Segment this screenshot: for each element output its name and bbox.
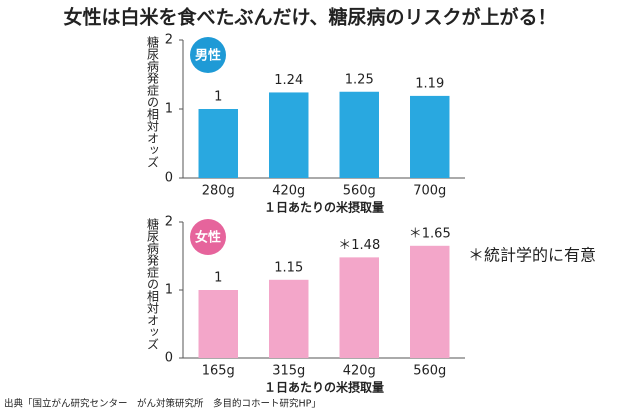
- value-label: ＊1.65: [409, 226, 451, 241]
- page-title: 女性は白米を食べたぶんだけ、糖尿病のリスクが上がる！: [63, 6, 556, 29]
- badge: [190, 37, 226, 73]
- y-tick-label: 2: [165, 215, 173, 230]
- y-tick-label: 1: [165, 283, 173, 298]
- value-label: 1.25: [345, 72, 374, 87]
- y-tick-label: 2: [165, 33, 173, 48]
- x-axis-label: １日あたりの米摂取量: [264, 380, 384, 395]
- value-label: 1: [214, 271, 222, 286]
- bar: [198, 290, 238, 358]
- bar: [198, 109, 238, 178]
- bar: [269, 92, 309, 178]
- badge-label: 男性: [195, 48, 221, 64]
- badge: [190, 219, 226, 255]
- badge-label: 女性: [195, 230, 221, 246]
- x-tick-label: 560g: [413, 364, 446, 379]
- x-tick-label: 420g: [272, 184, 305, 199]
- x-tick-label: 315g: [272, 364, 305, 379]
- x-axis-label: １日あたりの米摂取量: [264, 200, 384, 215]
- source: 出典「国立がん研究センター がん対策研究所 多目的コホート研究HP」: [4, 398, 321, 410]
- x-tick-label: 280g: [202, 184, 235, 199]
- y-tick-label: 0: [165, 171, 173, 186]
- y-axis-label: 糖尿病発症の相対オッズ: [146, 35, 160, 168]
- x-tick-label: 700g: [413, 184, 446, 199]
- y-tick-label: 0: [165, 351, 173, 366]
- x-tick-label: 165g: [202, 364, 235, 379]
- bar: [269, 279, 309, 358]
- y-axis-label: 糖尿病発症の相対オッズ: [146, 217, 160, 350]
- bar: [410, 245, 450, 358]
- value-label: 1.15: [274, 260, 303, 275]
- value-label: 1.19: [415, 76, 444, 91]
- y-tick-label: 1: [165, 102, 173, 117]
- value-label: 1.24: [274, 73, 303, 88]
- value-label: ＊1.48: [338, 238, 380, 253]
- bar: [410, 95, 450, 178]
- bar: [339, 257, 379, 358]
- x-tick-label: 420g: [343, 364, 376, 379]
- significance-note: ＊統計学的に有意: [468, 246, 596, 265]
- x-tick-label: 560g: [343, 184, 376, 199]
- value-label: 1: [214, 90, 222, 105]
- bar: [339, 91, 379, 178]
